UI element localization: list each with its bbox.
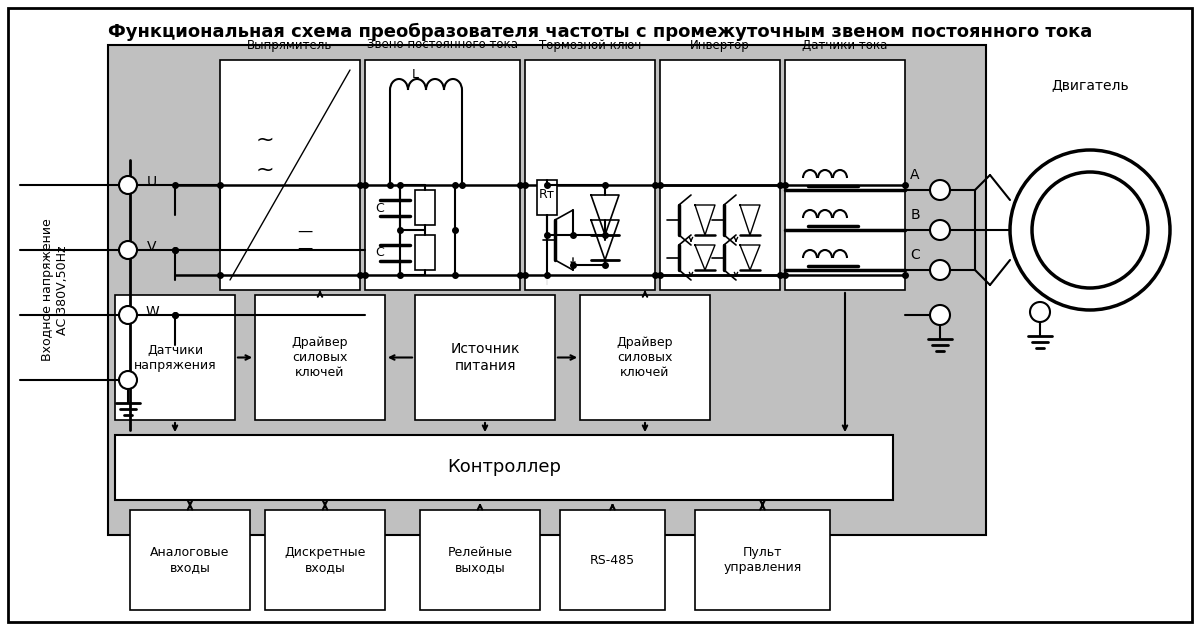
- Bar: [415, 190, 436, 225]
- Bar: [115, 295, 235, 420]
- Text: L: L: [412, 69, 419, 81]
- Bar: [415, 235, 436, 270]
- Circle shape: [1010, 150, 1170, 310]
- Text: Драйвер
силовых
ключей: Драйвер силовых ключей: [292, 336, 348, 379]
- Text: C: C: [376, 246, 384, 260]
- Text: Инвертор: Инвертор: [690, 38, 750, 52]
- Text: V: V: [148, 240, 157, 254]
- Text: Аналоговые
входы: Аналоговые входы: [150, 546, 229, 574]
- Circle shape: [119, 306, 137, 324]
- Bar: [660, 60, 780, 290]
- Text: —
—: — —: [298, 224, 313, 256]
- Text: Дискретные
входы: Дискретные входы: [284, 546, 366, 574]
- Bar: [220, 60, 360, 290]
- Bar: [580, 295, 710, 420]
- Bar: [526, 60, 655, 290]
- Circle shape: [930, 180, 950, 200]
- Circle shape: [930, 305, 950, 325]
- Text: B: B: [910, 208, 920, 222]
- Bar: [415, 295, 554, 420]
- Text: Контроллер: Контроллер: [446, 459, 562, 476]
- Text: Тормозной ключ: Тормозной ключ: [539, 38, 641, 52]
- Text: Выпрямитель: Выпрямитель: [247, 38, 332, 52]
- Text: C: C: [910, 248, 920, 262]
- Bar: [108, 45, 986, 535]
- Text: Двигатель: Двигатель: [1051, 78, 1129, 92]
- Text: A: A: [911, 168, 919, 182]
- Text: W: W: [145, 305, 158, 319]
- Bar: [365, 60, 520, 290]
- Text: Входное напряжение
АС 380V,50Hz: Входное напряжение АС 380V,50Hz: [41, 219, 70, 362]
- Bar: [115, 435, 893, 500]
- Circle shape: [1030, 302, 1050, 322]
- Text: Rт: Rт: [539, 188, 556, 202]
- Text: Звено постоянного тока: Звено постоянного тока: [367, 38, 518, 52]
- Text: Датчики
напряжения: Датчики напряжения: [133, 343, 216, 372]
- Text: ~: ~: [256, 160, 275, 180]
- Text: Драйвер
силовых
ключей: Драйвер силовых ключей: [617, 336, 673, 379]
- Text: Релейные
выходы: Релейные выходы: [448, 546, 512, 574]
- Text: Пульт
управления: Пульт управления: [724, 546, 802, 574]
- Circle shape: [119, 241, 137, 259]
- Circle shape: [1032, 172, 1148, 288]
- Bar: [256, 295, 385, 420]
- Bar: [420, 510, 540, 610]
- Text: Функциональная схема преобразователя частоты с промежуточным звеном постоянного : Функциональная схема преобразователя час…: [108, 23, 1092, 41]
- Bar: [265, 510, 385, 610]
- Circle shape: [930, 260, 950, 280]
- Text: Датчики тока: Датчики тока: [803, 38, 888, 52]
- Text: Источник
питания: Источник питания: [450, 342, 520, 372]
- Text: ~: ~: [256, 130, 275, 150]
- Text: RS-485: RS-485: [590, 554, 635, 566]
- Circle shape: [119, 176, 137, 194]
- Circle shape: [119, 371, 137, 389]
- Bar: [538, 180, 557, 215]
- Circle shape: [930, 220, 950, 240]
- Text: C: C: [376, 202, 384, 214]
- Bar: [695, 510, 830, 610]
- Text: U: U: [146, 175, 157, 189]
- Bar: [785, 60, 905, 290]
- Bar: [560, 510, 665, 610]
- Bar: [130, 510, 250, 610]
